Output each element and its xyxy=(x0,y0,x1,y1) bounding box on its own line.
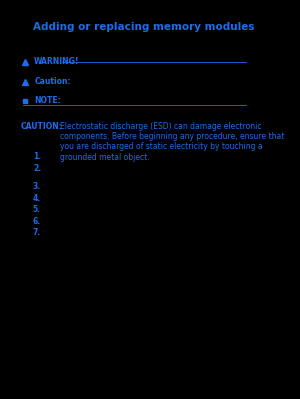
Text: 3.: 3. xyxy=(33,182,41,191)
Text: Adding or replacing memory modules: Adding or replacing memory modules xyxy=(33,22,254,32)
Text: 4.: 4. xyxy=(33,194,41,203)
Text: Caution:: Caution: xyxy=(34,77,71,86)
Text: 1.: 1. xyxy=(33,152,41,161)
Text: NOTE:: NOTE: xyxy=(34,96,61,105)
Text: 5.: 5. xyxy=(33,205,41,215)
Text: CAUTION:: CAUTION: xyxy=(20,122,62,131)
Text: WARNING!: WARNING! xyxy=(34,57,80,66)
Text: Electrostatic discharge (ESD) can damage electronic
components. Before beginning: Electrostatic discharge (ESD) can damage… xyxy=(60,122,284,162)
Text: 6.: 6. xyxy=(33,217,41,227)
Text: 2.: 2. xyxy=(33,164,41,173)
Text: 7.: 7. xyxy=(33,228,41,237)
